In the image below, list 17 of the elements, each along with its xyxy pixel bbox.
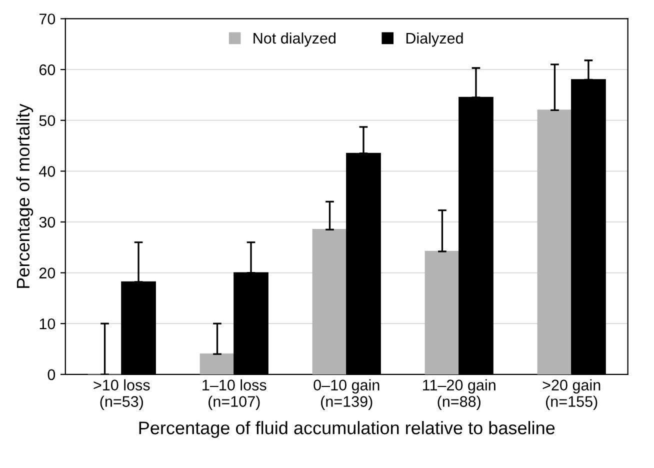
x-axis-title: Percentage of fluid accumulation relative to baseline bbox=[139, 421, 555, 438]
x-tick-label: 0–10 gain (n=139) bbox=[314, 379, 380, 410]
x-tick-label: 1–10 loss (n=107) bbox=[202, 379, 266, 410]
legend-label: Not dialyzed bbox=[254, 32, 336, 47]
x-tick-label: >20 gain (n=155) bbox=[542, 379, 600, 410]
y-tick-label: 70 bbox=[39, 14, 56, 24]
y-tick-label: 40 bbox=[39, 166, 56, 177]
y-axis-title: Percentage of mortality bbox=[16, 104, 34, 288]
x-tick-label: >10 loss (n=53) bbox=[94, 379, 150, 410]
y-tick-label: 60 bbox=[39, 64, 56, 76]
y-tick-label: 30 bbox=[39, 216, 56, 228]
legend-label: Dialyzed bbox=[406, 32, 463, 47]
y-tick-label: 0 bbox=[48, 369, 56, 380]
y-tick-label: 20 bbox=[39, 268, 56, 278]
x-tick-label: 11–20 gain (n=88) bbox=[423, 379, 496, 410]
y-tick-label: 10 bbox=[40, 318, 56, 330]
y-tick-label: 50 bbox=[39, 115, 56, 126]
